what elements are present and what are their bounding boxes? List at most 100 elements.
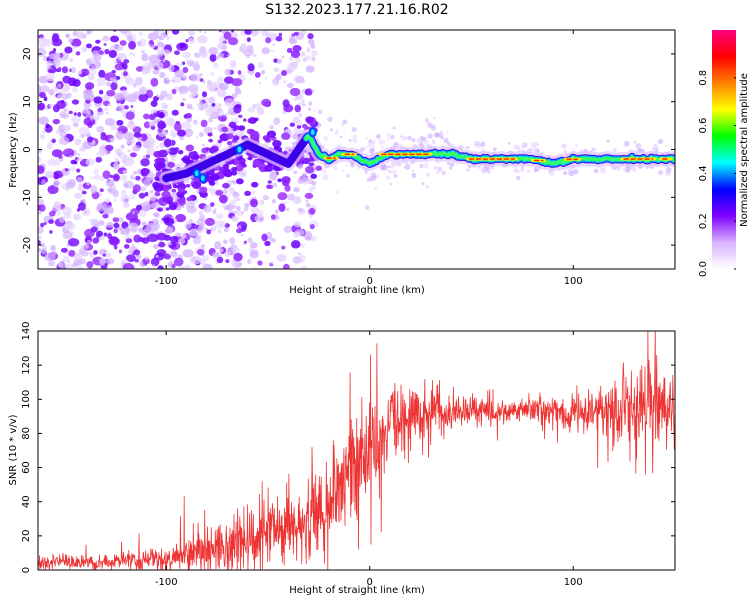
- spectrogram-noise-blob: [104, 224, 108, 228]
- spectrogram-noise-blob: [310, 235, 317, 242]
- spectrogram-noise-blob: [150, 44, 156, 49]
- spectrogram-noise-blob: [304, 192, 314, 200]
- spectrogram-noise-blob: [295, 120, 303, 127]
- spectrogram-trace-blob: [315, 165, 323, 171]
- spectrogram-halo-dot: [367, 142, 373, 148]
- spectrogram-noise-blob: [110, 82, 118, 91]
- spectrogram-noise-blob: [235, 228, 243, 234]
- spectrogram-noise-blob: [48, 88, 55, 96]
- spectrogram-halo-dot: [432, 140, 436, 145]
- spectrogram-noise-blob: [178, 85, 189, 95]
- spectrogram-noise-blob: [100, 132, 106, 137]
- spectrogram-noise-blob: [196, 217, 206, 227]
- spectrogram-noise-blob: [259, 82, 262, 85]
- snr-x-axis-label: Height of straight line (km): [289, 585, 425, 596]
- spectrogram-noise-blob: [253, 53, 257, 58]
- spectrogram-noise-blob: [199, 49, 208, 58]
- spectrogram-noise-blob: [135, 204, 143, 211]
- spectrogram-noise-blob: [211, 103, 216, 107]
- spectrogram-noise-blob: [177, 149, 184, 155]
- spectrogram-trace-blob: [222, 163, 230, 169]
- spectrogram-halo-dot: [425, 172, 430, 177]
- spectrogram-halo-dot: [335, 190, 339, 194]
- spectrogram-noise-blob: [117, 226, 123, 231]
- snr-panel: -100 0 100 0 20 40 60 80 100 120 140 Height of str…: [8, 321, 676, 596]
- spectrogram-noise-blob: [190, 73, 202, 82]
- spectrogram-noise-blob: [44, 252, 56, 262]
- spectrogram-noise-blob: [178, 237, 186, 245]
- spectrogram-noise-blob: [185, 201, 195, 210]
- spectrogram-noise-blob: [62, 247, 68, 253]
- spectrogram-noise-blob: [88, 218, 95, 223]
- spectrogram-noise-blob: [163, 253, 172, 260]
- spectrogram-noise-blob: [63, 255, 70, 263]
- spectrogram-trace-blob: [232, 135, 240, 141]
- spectrogram-noise-blob: [202, 263, 213, 269]
- spectrogram-noise-blob: [47, 260, 56, 267]
- spectrogram-noise-blob: [260, 30, 269, 37]
- spectrogram-noise-blob: [168, 64, 175, 73]
- spectrogram-noise-blob: [86, 181, 90, 186]
- spectrogram-trace-blob: [176, 129, 187, 137]
- spectrogram-trace-blob: [264, 137, 272, 143]
- spectrogram-noise-blob: [234, 86, 240, 92]
- spectrogram-halo-dot: [404, 166, 407, 169]
- spectrogram-noise-blob: [146, 266, 151, 269]
- spectrogram-trace-blob: [208, 138, 213, 143]
- spectrogram-noise-blob: [233, 104, 242, 114]
- spectrogram-noise-blob: [298, 180, 303, 184]
- spectrogram-trace-blob: [305, 116, 314, 124]
- spectrogram-noise-blob: [115, 131, 124, 140]
- spectrogram-halo-dot: [600, 167, 606, 174]
- spectrogram-trace-blob: [226, 140, 233, 146]
- ridge-bright-core: [310, 129, 315, 136]
- spectrogram-noise-blob: [40, 222, 45, 228]
- spectrogram-noise-blob: [198, 30, 202, 33]
- spectrogram-noise-blob: [228, 187, 235, 194]
- spectrogram-noise-blob: [98, 50, 104, 55]
- spectrogram-noise-blob: [285, 207, 290, 212]
- spectrogram-noise-blob: [203, 31, 207, 34]
- spectrogram-noise-blob: [113, 60, 118, 64]
- spectrogram-halo-dot: [392, 169, 397, 175]
- spectrogram-halo-dot: [433, 132, 440, 138]
- spectrogram-noise-blob: [152, 69, 160, 75]
- spectrogram-noise-blob: [148, 121, 156, 127]
- spectrogram-halo-dot: [378, 139, 384, 145]
- spectrogram-noise-blob: [230, 259, 239, 267]
- spectrogram-noise-blob: [77, 111, 82, 117]
- spectrogram-noise-blob: [204, 217, 216, 227]
- spectrogram-noise-blob: [305, 65, 315, 73]
- spectrogram-noise-blob: [93, 174, 101, 180]
- spectrogram-noise-blob: [70, 159, 77, 165]
- spectrogram-noise-blob: [180, 102, 185, 107]
- spectrogram-noise-blob: [182, 51, 192, 59]
- spectrogram-noise-blob: [38, 247, 42, 253]
- spectrogram-noise-blob: [135, 175, 141, 181]
- spectrogram-noise-blob: [133, 234, 142, 243]
- spectrogram-noise-blob: [119, 30, 129, 34]
- spectrogram-noise-blob: [77, 202, 86, 211]
- spectrogram-halo-dot: [548, 170, 551, 174]
- spectrogram-noise-blob: [229, 237, 236, 245]
- spectrogram-noise-blob: [82, 140, 93, 150]
- spectrogram-halo-dot: [398, 143, 403, 148]
- spectrogram-trace-blob: [281, 176, 291, 184]
- spectrogram-noise-blob: [187, 84, 199, 93]
- spectrogram-halo-dot: [374, 187, 377, 190]
- spectrogram-noise-blob: [127, 248, 134, 255]
- spectrogram-noise-blob: [231, 78, 243, 87]
- spectrogram-halo-dot: [657, 169, 664, 176]
- ridge-bright-core: [200, 175, 205, 182]
- spectrogram-noise-blob: [95, 156, 102, 163]
- spectrogram-noise-blob: [200, 102, 209, 109]
- spectrogram-noise-blob: [102, 213, 109, 219]
- spectrogram-noise-blob: [149, 190, 154, 194]
- spectrogram-noise-blob: [156, 61, 164, 70]
- spectrogram-halo-dot: [419, 164, 424, 169]
- spectrogram-noise-blob: [113, 222, 120, 229]
- spectrogram-noise-blob: [225, 259, 230, 264]
- spectrogram-trace-blob: [182, 157, 191, 164]
- spectrogram-halo-dot: [572, 147, 576, 151]
- spectrogram-noise-blob: [137, 40, 142, 47]
